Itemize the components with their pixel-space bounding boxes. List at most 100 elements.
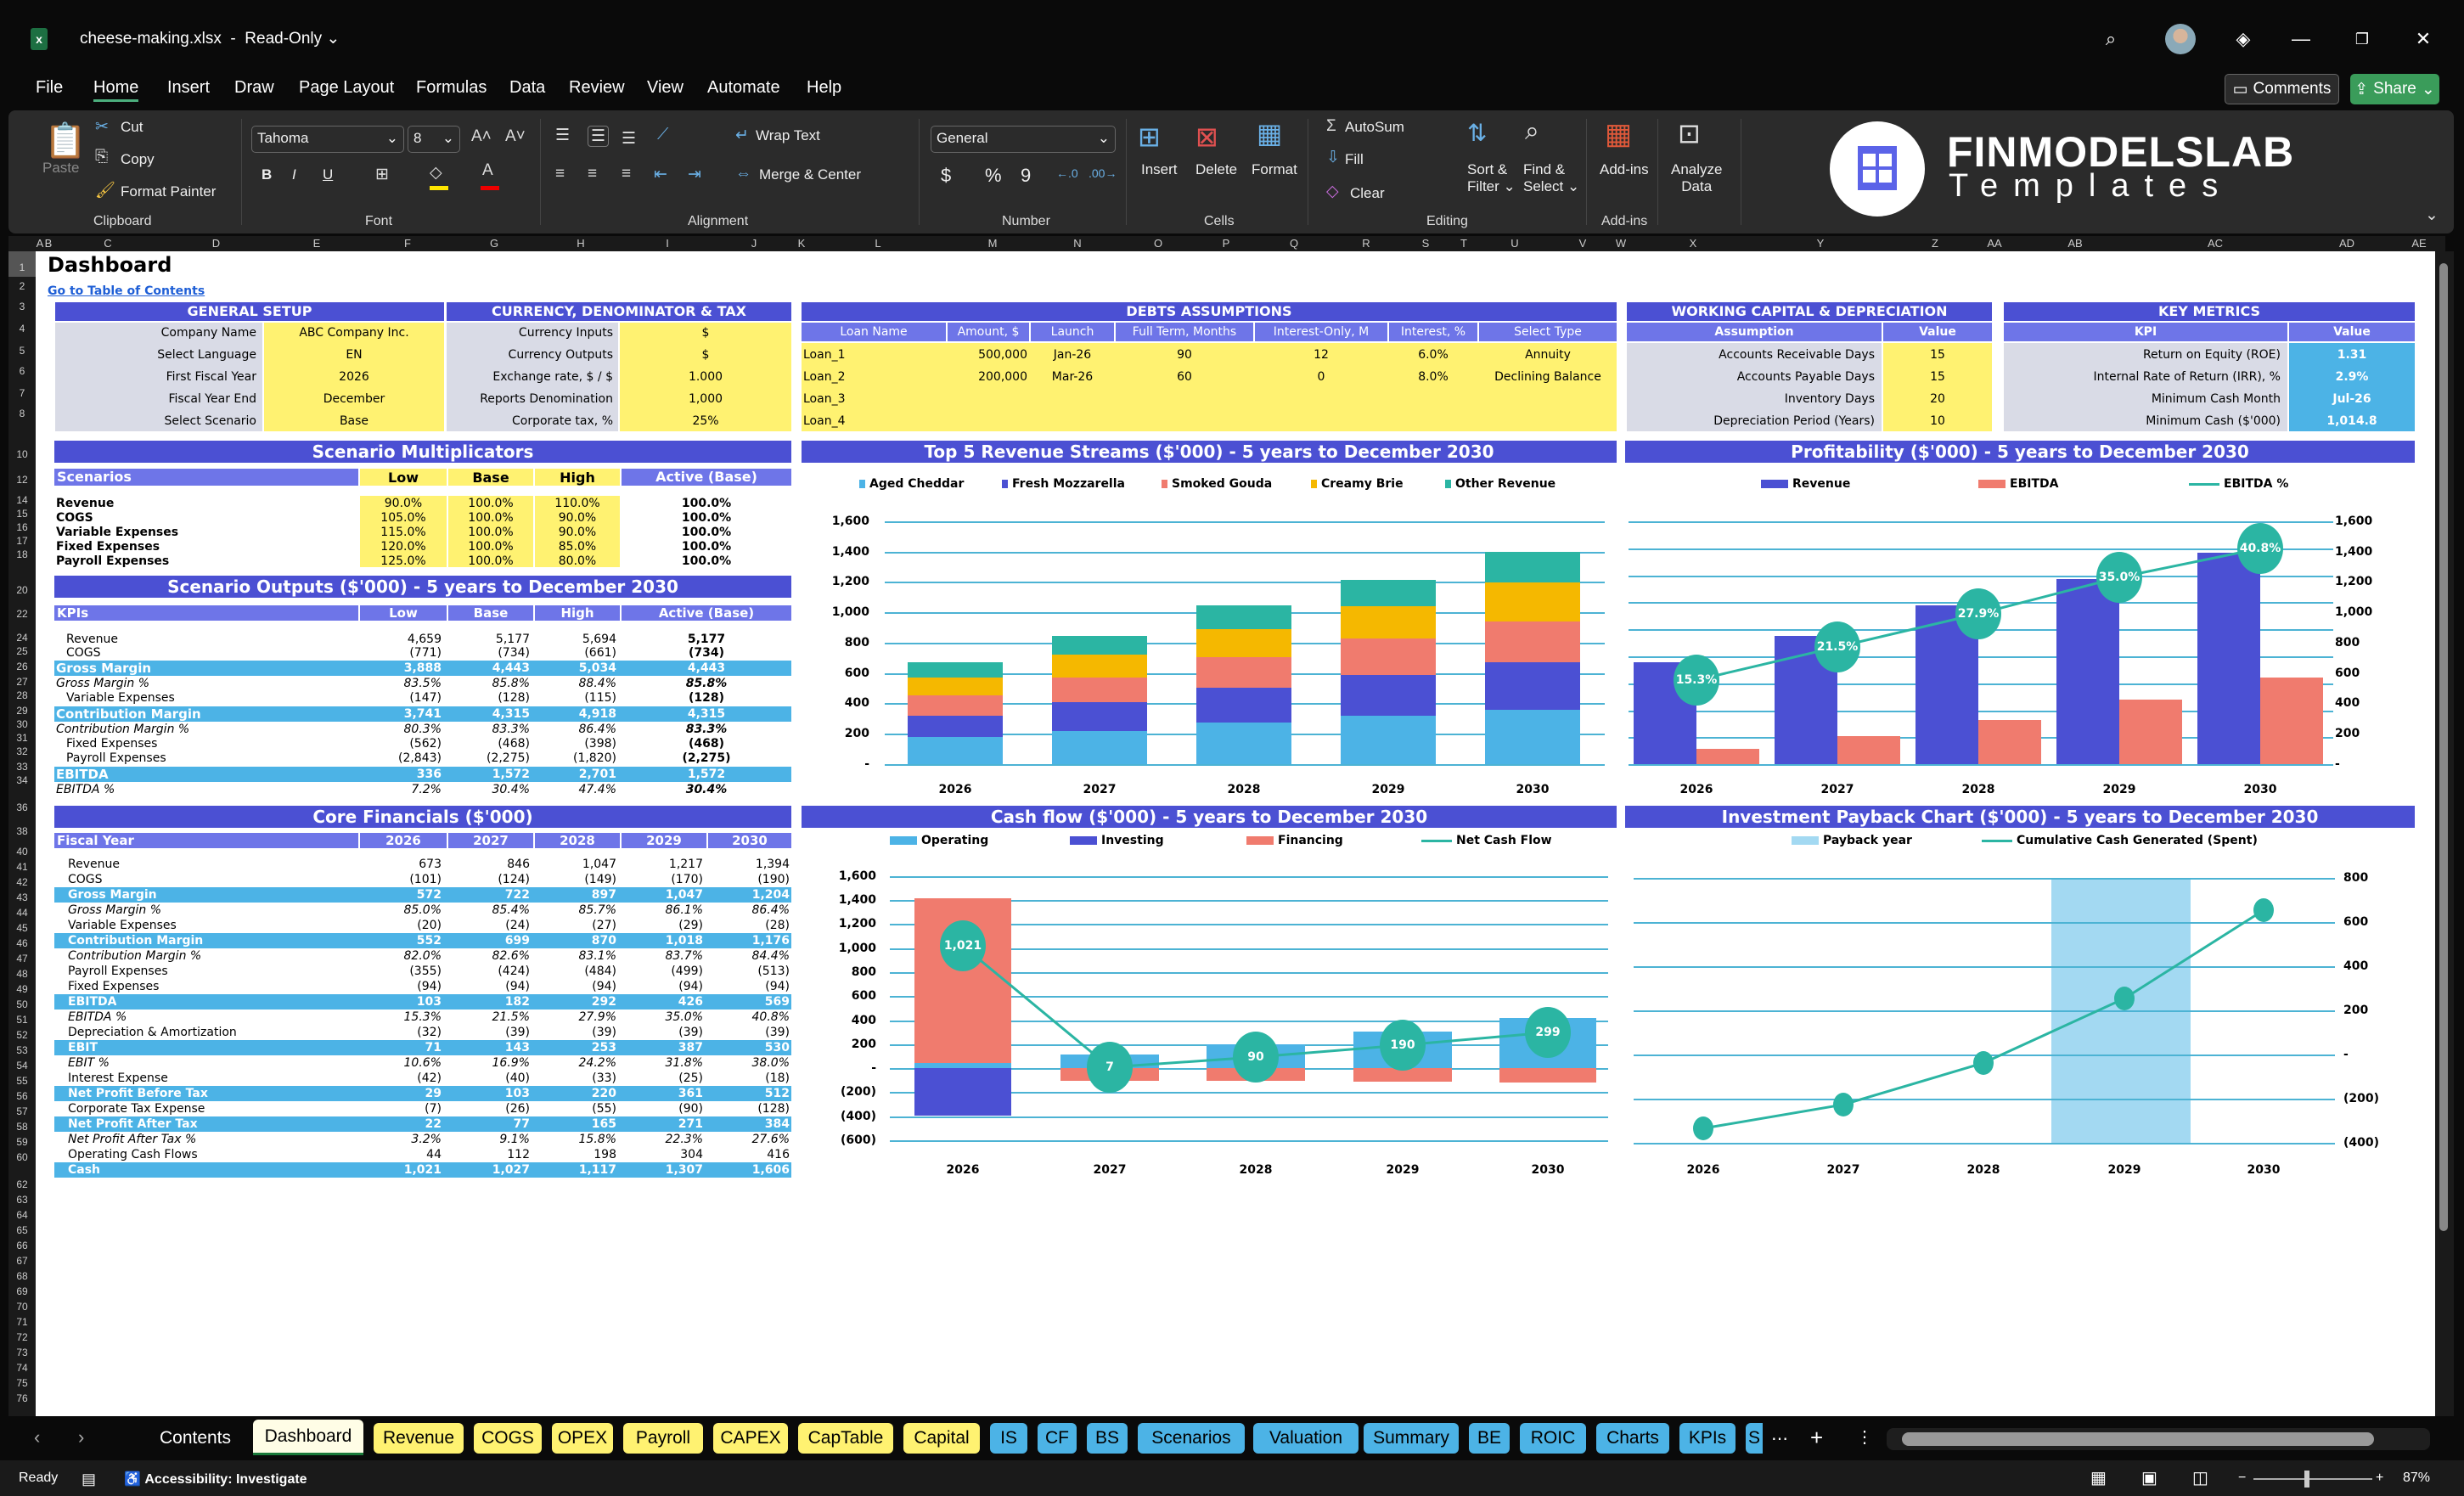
multiplier-high-input[interactable]: 110.0% (554, 497, 600, 510)
tab-payroll[interactable]: Payroll (623, 1423, 703, 1454)
bar-revenue-2029[interactable] (2056, 579, 2119, 764)
loan-name-cell[interactable]: Loan_1 (803, 348, 846, 362)
zoom-slider[interactable] (2253, 1478, 2372, 1480)
paste-button[interactable]: Paste (42, 160, 80, 176)
row-header[interactable]: 58 (16, 1121, 28, 1133)
bar-aged-cheddar-2028[interactable] (1196, 723, 1291, 764)
loan-amount-cell[interactable]: 200,000 (978, 370, 1027, 384)
row-header[interactable]: 27 (16, 676, 28, 688)
share-button[interactable]: ⇪ Share ⌄ (2350, 74, 2439, 104)
payback-chart[interactable]: Payback year Cumulative Cash Generated (… (1625, 830, 2415, 1187)
col-header-t[interactable]: T (1460, 237, 1467, 250)
increase-indent-icon[interactable]: ⇥ (688, 166, 701, 183)
loan-name-cell[interactable]: Loan_3 (803, 392, 846, 406)
vertical-scroll-thumb[interactable] (2439, 263, 2448, 1231)
col-header-x[interactable]: X (1689, 237, 1697, 250)
tab-bs[interactable]: BS (1087, 1423, 1128, 1454)
tab-partial[interactable]: S (1746, 1423, 1763, 1454)
row-header[interactable]: 22 (16, 608, 28, 620)
bar-smoked-gouda-2027[interactable] (1052, 678, 1147, 702)
cut-button[interactable]: Cut (121, 119, 143, 135)
col-header-ab[interactable]: AB (2067, 237, 2083, 250)
loan-amount-cell[interactable]: 500,000 (978, 348, 1027, 362)
bar-ebitda-2026[interactable] (1696, 749, 1759, 764)
language-select[interactable]: EN (346, 348, 363, 362)
more-tabs-icon[interactable]: ⋯ (1771, 1430, 1788, 1448)
increase-font-icon[interactable]: A˄ (471, 127, 492, 145)
menu-view[interactable]: View (647, 78, 684, 97)
row-header[interactable]: 15 (16, 508, 28, 520)
col-header-p[interactable]: P (1222, 237, 1230, 250)
add-ins-button[interactable]: Add-ins (1600, 161, 1649, 177)
col-header-r[interactable]: R (1362, 237, 1370, 250)
toc-link[interactable]: Go to Table of Contents (48, 284, 205, 298)
format-painter-button[interactable]: Format Painter (121, 183, 217, 200)
legend-item[interactable]: Financing (1246, 834, 1343, 847)
loan-interest-only-cell[interactable]: 12 (1314, 348, 1329, 362)
tab-summary[interactable]: Summary (1364, 1423, 1459, 1454)
legend-item[interactable]: Creamy Brie (1311, 477, 1404, 491)
clear-button[interactable]: Clear (1350, 185, 1385, 201)
bold-button[interactable]: B (262, 166, 273, 183)
tab-roic[interactable]: ROIC (1520, 1423, 1586, 1454)
bar-aged-cheddar-2029[interactable] (1341, 716, 1436, 764)
tab-scenarios[interactable]: Scenarios (1138, 1423, 1245, 1454)
format-cells-button[interactable]: Format (1252, 161, 1297, 177)
restore-icon[interactable]: ❐ (2354, 30, 2370, 48)
bar-ebitda-2029[interactable] (2119, 700, 2182, 764)
legend-item[interactable]: Fresh Mozzarella (1002, 477, 1125, 491)
multiplier-low-input[interactable]: 105.0% (380, 511, 426, 525)
profitability-chart[interactable]: Revenue EBITDA EBITDA % 1,600 1,400 1,20… (1625, 465, 2415, 801)
row-header[interactable]: 6 (19, 365, 25, 377)
multiplier-high-input[interactable]: 90.0% (558, 511, 597, 525)
align-right-icon[interactable]: ≡ (622, 165, 632, 183)
fill-color-icon[interactable]: ◇ (430, 164, 442, 182)
percent-format-button[interactable]: % (985, 165, 1002, 186)
multiplier-low-input[interactable]: 90.0% (384, 497, 423, 510)
row-header[interactable]: 14 (16, 494, 28, 506)
bar-financing-2029[interactable] (1353, 1068, 1452, 1082)
row-header[interactable]: 28 (16, 689, 28, 701)
multiplier-high-input[interactable]: 90.0% (558, 526, 597, 539)
cumulative-cash-point-2028[interactable] (1973, 1051, 1994, 1075)
multiplier-low-input[interactable]: 120.0% (380, 540, 426, 554)
legend-item[interactable]: Aged Cheddar (859, 477, 964, 491)
row-header[interactable]: 47 (16, 953, 28, 965)
user-avatar[interactable] (2165, 24, 2196, 54)
col-header-n[interactable]: N (1073, 237, 1082, 250)
tab-revenue[interactable]: Revenue (374, 1423, 464, 1454)
bar-aged-cheddar-2030[interactable] (1485, 710, 1580, 764)
bar-ebitda-2028[interactable] (1978, 720, 2041, 764)
row-header[interactable]: 68 (16, 1270, 28, 1282)
col-header-m[interactable]: M (987, 237, 998, 250)
bar-other-revenue-2030[interactable] (1485, 552, 1580, 582)
row-header[interactable]: 72 (16, 1331, 28, 1343)
row-header[interactable]: 66 (16, 1240, 28, 1251)
row-header[interactable]: 36 (16, 801, 28, 813)
multiplier-base-input[interactable]: 100.0% (468, 554, 514, 568)
row-header[interactable]: 3 (19, 301, 25, 312)
autosum-button[interactable]: AutoSum (1345, 119, 1404, 135)
col-header-ac[interactable]: AC (2207, 237, 2224, 250)
tab-capital[interactable]: Capital (903, 1423, 980, 1454)
col-header-c[interactable]: C (104, 237, 112, 250)
align-center-icon[interactable]: ≡ (588, 165, 598, 183)
zoom-level[interactable]: 87% (2403, 1471, 2431, 1485)
decrease-decimal-icon[interactable]: .00→ (1089, 166, 1117, 180)
legend-item[interactable]: Smoked Gouda (1162, 477, 1272, 491)
cumulative-cash-point-2030[interactable] (2253, 898, 2274, 922)
legend-item[interactable]: Cumulative Cash Generated (Spent) (1982, 834, 2258, 847)
loan-interest-cell[interactable]: 8.0% (1418, 370, 1449, 384)
horizontal-scroll-thumb[interactable] (1902, 1432, 2374, 1446)
align-bottom-icon[interactable]: ☰ (622, 130, 637, 148)
loan-term-cell[interactable]: 90 (1177, 348, 1192, 362)
borders-icon[interactable]: ⊞ (375, 166, 389, 183)
col-header-o[interactable]: O (1153, 237, 1163, 250)
row-header[interactable]: 8 (19, 408, 25, 419)
row-header[interactable]: 45 (16, 922, 28, 934)
inventory-days-input[interactable]: 20 (1930, 392, 1945, 406)
col-header-y[interactable]: Y (1816, 237, 1825, 250)
loan-interest-only-cell[interactable]: 0 (1317, 370, 1325, 384)
bar-fresh-mozzarella-2029[interactable] (1341, 675, 1436, 716)
bar-creamy-brie-2026[interactable] (908, 678, 1003, 695)
